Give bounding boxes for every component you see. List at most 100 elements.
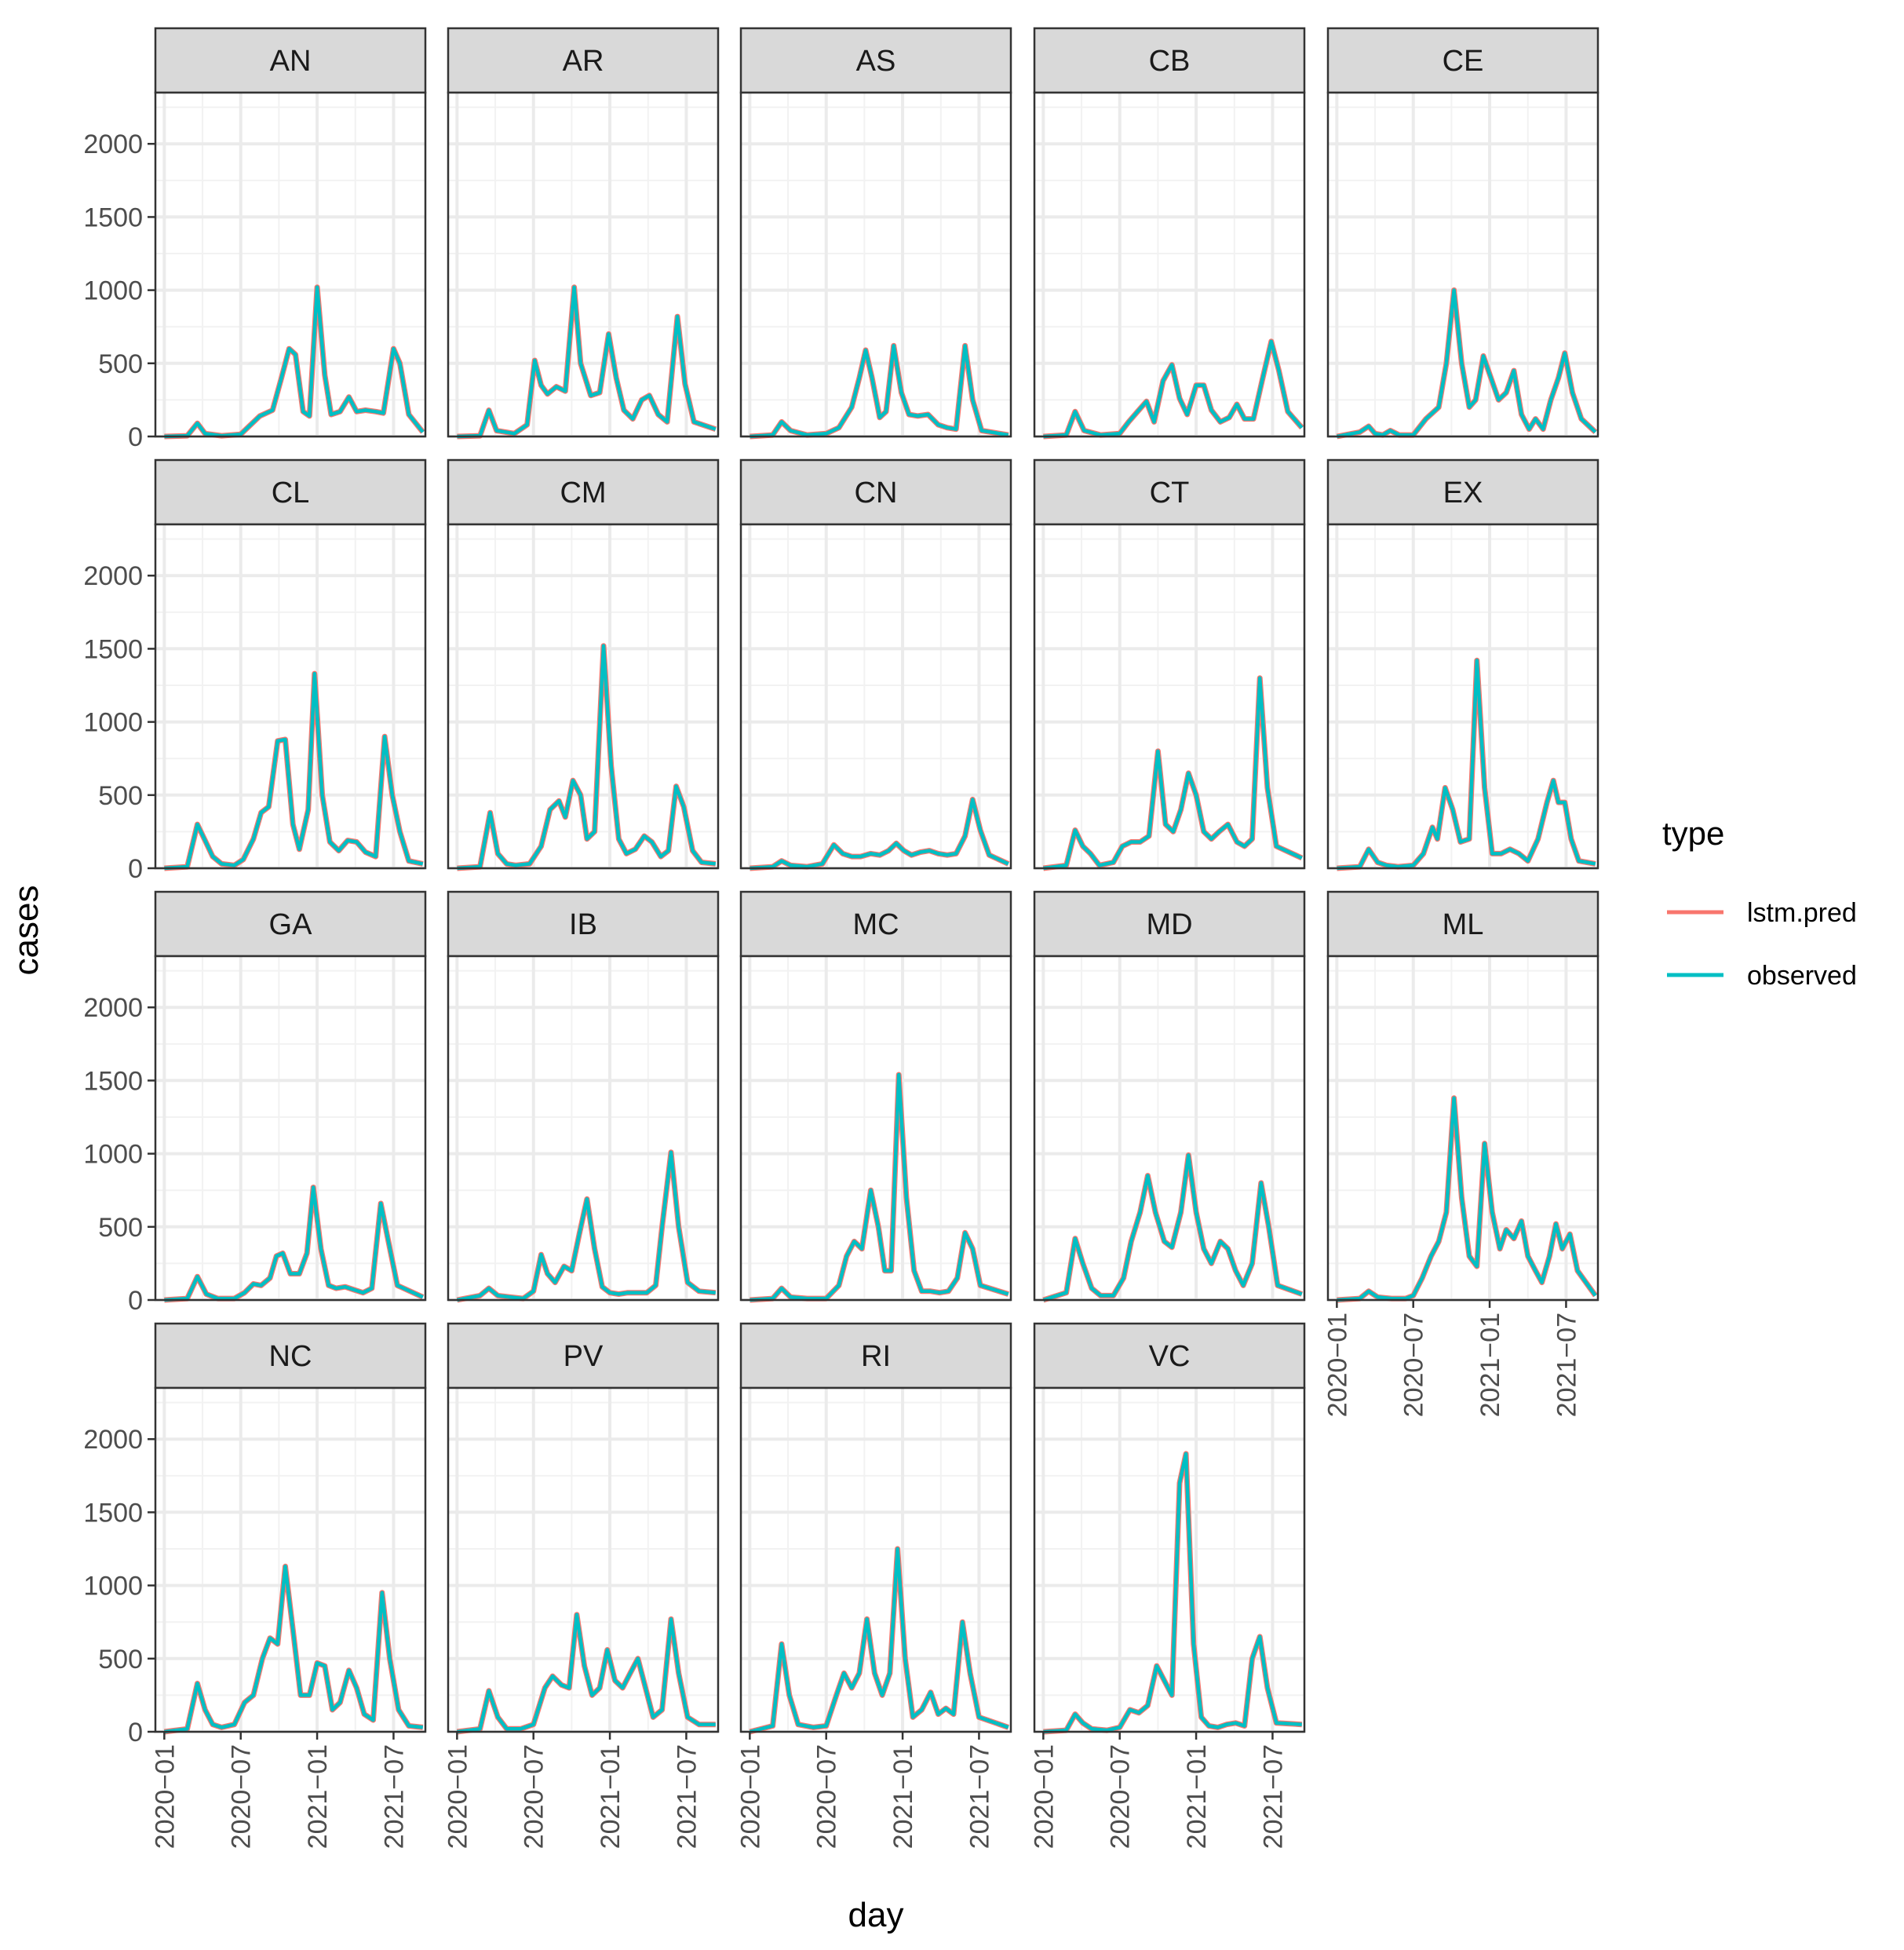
panel-border-mc	[739, 955, 1012, 1302]
series-observed-nc	[164, 1565, 424, 1734]
strip-label-ce: CE	[1443, 45, 1484, 78]
facet-ex: EX	[1326, 458, 1599, 871]
strip-ex	[1326, 458, 1599, 526]
panel-border-an	[154, 91, 427, 438]
facet-ga: GA 0 500 1000 1500 2000	[83, 890, 427, 1316]
series-observed-ex	[1337, 659, 1596, 871]
panel-border-ga	[154, 955, 427, 1302]
series-observed-cb	[1043, 339, 1304, 439]
x-tick-label: 2020−07	[1399, 1313, 1429, 1417]
panel-border-vc	[1033, 1386, 1306, 1733]
series-observed-ga	[164, 1185, 424, 1302]
strip-label-md: MD	[1146, 908, 1192, 941]
strip-label-ib: IB	[569, 908, 597, 941]
x-tick-label: 2021−01	[1182, 1744, 1212, 1849]
panel-border-ml	[1326, 955, 1599, 1302]
panel-border-md	[1033, 955, 1306, 1302]
facet-ib: IB	[447, 890, 720, 1303]
panel-bg-cn	[741, 524, 1011, 868]
strip-an	[154, 27, 427, 94]
panel-border-ex	[1326, 523, 1599, 870]
facet-as: AS	[739, 27, 1012, 440]
x-tick-label: 2020−07	[812, 1744, 842, 1849]
strip-ml	[1326, 890, 1599, 958]
strip-label-cn: CN	[855, 477, 898, 509]
facet-panels: AN 0 500 1000 1500 2000 AR AS CB CE CL 0 500 1000 1500…	[83, 27, 1599, 1849]
series-observed-ar	[457, 285, 717, 439]
x-tick-label: 2021−01	[888, 1744, 918, 1849]
panel-bg-ib	[448, 956, 718, 1300]
series-observed-pv	[457, 1612, 716, 1734]
panel-border-nc	[154, 1386, 427, 1733]
x-axis-title: day	[848, 1896, 904, 1934]
panel-bg-cb	[1034, 93, 1304, 436]
strip-ri	[739, 1322, 1012, 1389]
facet-pv: PV 2020−01 2020−07 2021−01 2021−07	[443, 1322, 720, 1849]
strip-label-ri: RI	[861, 1340, 891, 1373]
strip-pv	[447, 1322, 720, 1389]
y-tick-label: 500	[98, 1213, 143, 1243]
y-tick-label: 2000	[83, 993, 143, 1023]
series-observed-cm	[457, 644, 717, 871]
strip-label-ga: GA	[269, 908, 313, 941]
series-observed-vc	[1043, 1452, 1302, 1734]
panel-border-ce	[1326, 91, 1599, 438]
panel-border-cb	[1033, 91, 1306, 438]
strip-as	[739, 27, 1012, 94]
series-observed-ml	[1337, 1096, 1597, 1302]
y-tick-label: 2000	[83, 1425, 143, 1455]
panel-bg-as	[741, 93, 1011, 436]
y-tick-label: 1500	[83, 634, 143, 664]
series-observed-ct	[1043, 676, 1303, 871]
strip-label-nc: NC	[269, 1340, 312, 1373]
series-observed-ri	[749, 1546, 1009, 1734]
x-tick-label: 2021−07	[1258, 1744, 1288, 1849]
strip-ga	[154, 890, 427, 958]
y-tick-label: 1500	[83, 1498, 143, 1528]
panel-border-ct	[1033, 523, 1306, 870]
x-tick-label: 2021−01	[1475, 1313, 1505, 1417]
strip-cb	[1033, 27, 1306, 94]
y-tick-label: 500	[98, 1645, 143, 1674]
strip-ct	[1033, 458, 1306, 526]
y-axis-title: cases	[7, 886, 46, 976]
strip-ce	[1326, 27, 1599, 94]
panel-bg-pv	[448, 1388, 718, 1732]
strip-label-cm: CM	[560, 477, 606, 509]
strip-nc	[154, 1322, 427, 1389]
panel-bg-ga	[155, 956, 425, 1300]
x-tick-label: 2021−01	[303, 1744, 333, 1849]
x-tick-label: 2020−01	[1322, 1313, 1352, 1417]
y-tick-label: 1000	[83, 1572, 143, 1601]
y-tick-label: 1000	[83, 276, 143, 306]
facet-cm: CM	[447, 458, 720, 871]
panel-border-cm	[447, 523, 720, 870]
panel-border-ri	[739, 1386, 1012, 1733]
panel-border-cl	[154, 523, 427, 870]
x-tick-label: 2020−07	[227, 1744, 257, 1849]
series-observed-ib	[456, 1150, 717, 1302]
y-tick-label: 0	[128, 1718, 143, 1747]
facet-ct: CT	[1033, 458, 1306, 871]
strip-label-pv: PV	[564, 1340, 604, 1373]
facet-md: MD	[1033, 890, 1306, 1303]
strip-mc	[739, 890, 1012, 958]
legend-label-observed: observed	[1747, 961, 1857, 991]
x-tick-label: 2020−07	[1106, 1744, 1136, 1849]
strip-md	[1033, 890, 1306, 958]
strip-cn	[739, 458, 1012, 526]
facet-ri: RI 2020−01 2020−07 2021−01 2021−07	[735, 1322, 1012, 1849]
strip-ib	[447, 890, 720, 958]
strip-cl	[154, 458, 427, 526]
y-tick-label: 0	[128, 422, 143, 452]
series-observed-md	[1042, 1153, 1303, 1302]
facet-cn: CN	[739, 458, 1012, 871]
strip-label-vc: VC	[1149, 1340, 1191, 1373]
x-tick-label: 2021−07	[965, 1744, 994, 1849]
legend-label-lstm-pred: lstm.pred	[1747, 898, 1857, 928]
panel-bg-an	[155, 93, 425, 436]
x-tick-label: 2020−01	[735, 1744, 765, 1849]
strip-label-mc: MC	[852, 908, 899, 941]
strip-vc	[1033, 1322, 1306, 1389]
